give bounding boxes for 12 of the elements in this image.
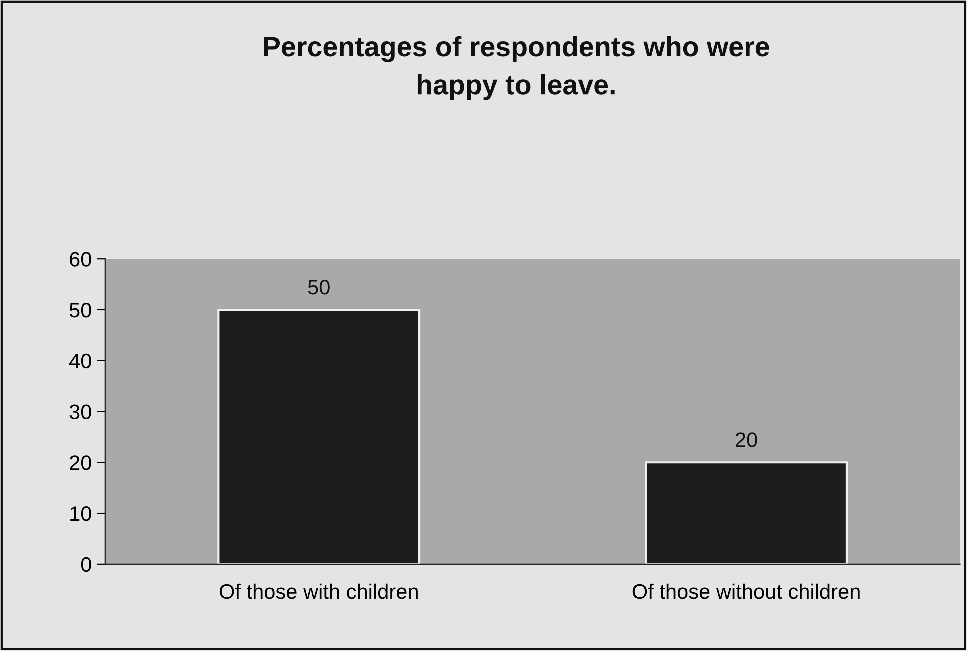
y-tick-label: 20 — [70, 456, 92, 470]
y-tick-label: 50 — [70, 302, 92, 318]
y-tick-label: 40 — [70, 354, 92, 369]
data-label: 50 — [308, 280, 330, 295]
y-tick-label: 0 — [81, 557, 92, 572]
x-tick-label: Of those without children — [632, 584, 860, 600]
data-label: 20 — [736, 432, 758, 448]
chart-title: Percentages of respondents who were happy to leave. — [264, 36, 770, 100]
y-tick-label: 60 — [70, 252, 92, 267]
y-tick-label: 30 — [70, 404, 92, 420]
x-tick-label: Of those with children — [220, 584, 418, 600]
y-tick-label: 10 — [70, 506, 92, 522]
